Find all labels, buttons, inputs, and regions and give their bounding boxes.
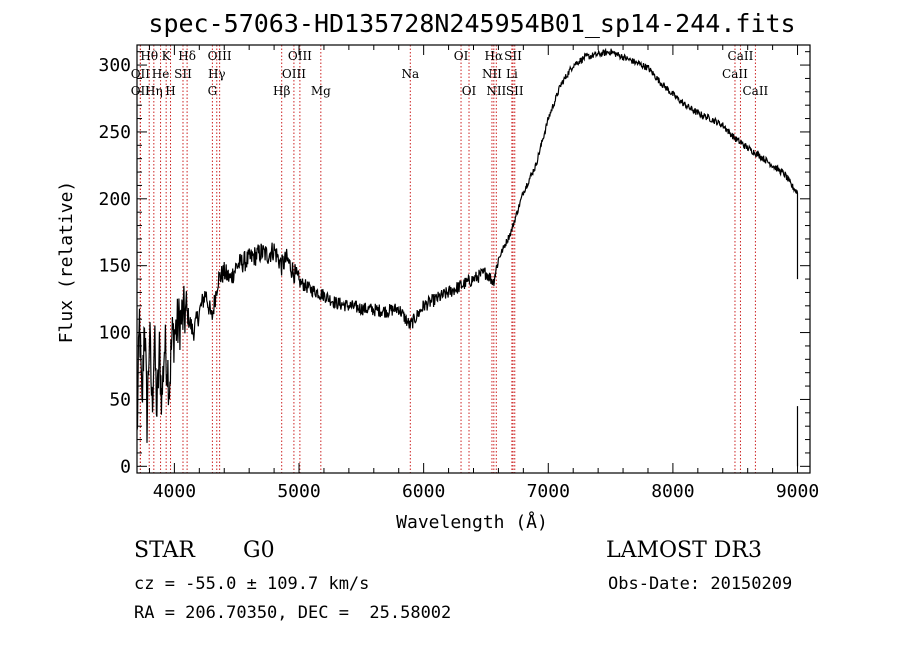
marker-label-caii: CaII bbox=[742, 84, 768, 98]
marker-label-hθ: Hθ bbox=[140, 49, 158, 63]
y-tick-label: 0 bbox=[120, 456, 131, 477]
marker-label-hη: Hη bbox=[145, 84, 163, 98]
marker-label-hβ: Hβ bbox=[273, 84, 290, 98]
marker-label-oii: OII bbox=[131, 84, 151, 98]
chart-title: spec-57063-HD135728N245954B01_sp14-244.f… bbox=[148, 9, 795, 38]
survey-name: LAMOST DR3 bbox=[606, 538, 762, 563]
marker-label-oiii: OIII bbox=[208, 49, 232, 63]
marker-label-oi: OI bbox=[462, 84, 477, 98]
marker-label-caii: CaII bbox=[722, 67, 748, 81]
y-axis-label: Flux (relative) bbox=[56, 181, 77, 344]
velocity-text: cz = -55.0 ± 109.7 km/s bbox=[134, 574, 370, 594]
marker-label-he: He bbox=[152, 67, 170, 81]
object-subclass: G0 bbox=[243, 538, 275, 563]
y-axis: 0 50 100 150 200 250 300 bbox=[98, 51, 810, 477]
marker-label-oi: OI bbox=[454, 49, 469, 63]
x-tick-label: 4000 bbox=[153, 481, 196, 502]
marker-label-h: H bbox=[165, 84, 175, 98]
spectrum-line bbox=[136, 47, 799, 467]
x-tick-label: 6000 bbox=[402, 481, 445, 502]
x-tick-label: 9000 bbox=[776, 481, 819, 502]
coordinates-text: RA = 206.70350, DEC = 25.58002 bbox=[134, 603, 452, 623]
marker-label-li: Li bbox=[506, 67, 518, 81]
y-tick-label: 250 bbox=[98, 122, 131, 143]
marker-label-hα: Hα bbox=[485, 49, 504, 63]
marker-label-nii: NII bbox=[486, 84, 506, 98]
marker-label-oiii: OIII bbox=[282, 67, 306, 81]
x-tick-label: 5000 bbox=[277, 481, 320, 502]
marker-label-oii: OII bbox=[131, 67, 151, 81]
x-tick-label: 7000 bbox=[527, 481, 570, 502]
marker-label-na: Na bbox=[401, 67, 419, 81]
emission-line-markers bbox=[139, 45, 756, 473]
marker-label-sii: SII bbox=[506, 84, 524, 98]
marker-label-oiii: OIII bbox=[288, 49, 312, 63]
y-tick-label: 100 bbox=[98, 323, 131, 344]
marker-label-hγ: Hγ bbox=[208, 67, 226, 81]
y-tick-label: 300 bbox=[98, 55, 131, 76]
y-tick-label: 200 bbox=[98, 189, 131, 210]
x-axis: 4000 5000 6000 7000 8000 9000 bbox=[148, 45, 819, 502]
plot-frame bbox=[136, 44, 811, 474]
marker-label-k: K bbox=[162, 49, 172, 63]
y-tick-label: 50 bbox=[109, 389, 131, 410]
x-axis-label: Wavelength (Å) bbox=[396, 511, 548, 533]
x-tick-label: 8000 bbox=[651, 481, 694, 502]
marker-label-caii: CaII bbox=[728, 49, 754, 63]
y-tick-label: 150 bbox=[98, 256, 131, 277]
marker-label-sii: SII bbox=[504, 49, 522, 63]
marker-label-hδ: Hδ bbox=[178, 49, 196, 63]
obs-date-text: Obs-Date: 20150209 bbox=[608, 574, 793, 594]
object-class: STAR bbox=[134, 538, 195, 563]
marker-label-sii: SII bbox=[174, 67, 192, 81]
marker-label-mg: Mg bbox=[311, 84, 331, 98]
marker-label-nii: NII bbox=[482, 67, 502, 81]
marker-label-g: G bbox=[208, 84, 218, 98]
